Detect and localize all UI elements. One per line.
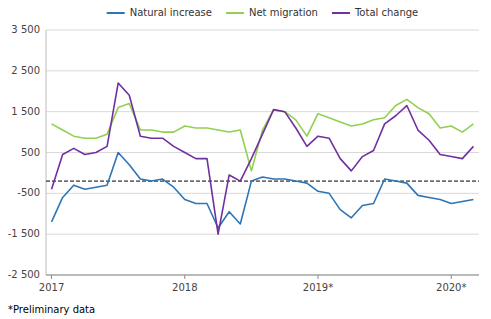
y-tick-label: -500 bbox=[17, 187, 40, 198]
legend: Natural increase Net migration Total chang… bbox=[107, 7, 419, 18]
x-tick-label: 2019* bbox=[303, 282, 333, 293]
x-tick-label: 2018 bbox=[172, 282, 197, 293]
grid-line bbox=[46, 193, 479, 194]
reference-line bbox=[46, 181, 479, 182]
legend-swatch bbox=[226, 12, 244, 14]
x-axis: 2017 2018 2019* 2020* bbox=[39, 275, 479, 293]
y-tick-label: -1 500 bbox=[8, 228, 40, 239]
legend-label: Total change bbox=[354, 7, 418, 18]
legend-item: Total change bbox=[332, 7, 418, 18]
legend-swatch bbox=[332, 12, 350, 14]
plot-area bbox=[46, 83, 479, 234]
grid-line bbox=[46, 30, 479, 31]
y-tick-label: 500 bbox=[21, 147, 40, 158]
x-tick bbox=[184, 275, 185, 279]
series-line bbox=[52, 83, 474, 234]
footnote: *Preliminary data bbox=[8, 304, 95, 315]
grid-line bbox=[46, 70, 479, 71]
x-tick-label: 2017 bbox=[39, 282, 64, 293]
legend-label: Natural increase bbox=[130, 7, 212, 18]
y-tick-label: -2 500 bbox=[8, 269, 40, 280]
x-tick-label: 2020* bbox=[436, 282, 466, 293]
grid-line bbox=[46, 111, 479, 112]
x-tick bbox=[318, 275, 319, 279]
grid-line bbox=[46, 275, 479, 276]
legend-item: Natural increase bbox=[107, 7, 212, 18]
page: {"chart_data": { "type": "line", "catego… bbox=[0, 0, 491, 319]
x-axis-line bbox=[46, 275, 479, 276]
legend-label: Net migration bbox=[249, 7, 318, 18]
x-tick bbox=[451, 275, 452, 279]
grid-line bbox=[46, 152, 479, 153]
y-tick-labels: -2 500 -1 500 -500 500 1 500 2 500 3 500 bbox=[8, 24, 40, 280]
y-grid bbox=[46, 30, 479, 275]
legend-item: Net migration bbox=[226, 7, 318, 18]
x-tick bbox=[51, 275, 52, 279]
y-tick-label: 1 500 bbox=[11, 106, 40, 117]
y-axis-line bbox=[46, 30, 47, 275]
legend-swatch bbox=[107, 12, 125, 14]
y-tick-label: 2 500 bbox=[11, 65, 40, 76]
series-line bbox=[52, 153, 474, 229]
y-tick-label: 3 500 bbox=[11, 24, 40, 35]
chart: -2 500-1 500-5005001 5002 5003 500201720… bbox=[0, 0, 491, 319]
grid-line bbox=[46, 234, 479, 235]
